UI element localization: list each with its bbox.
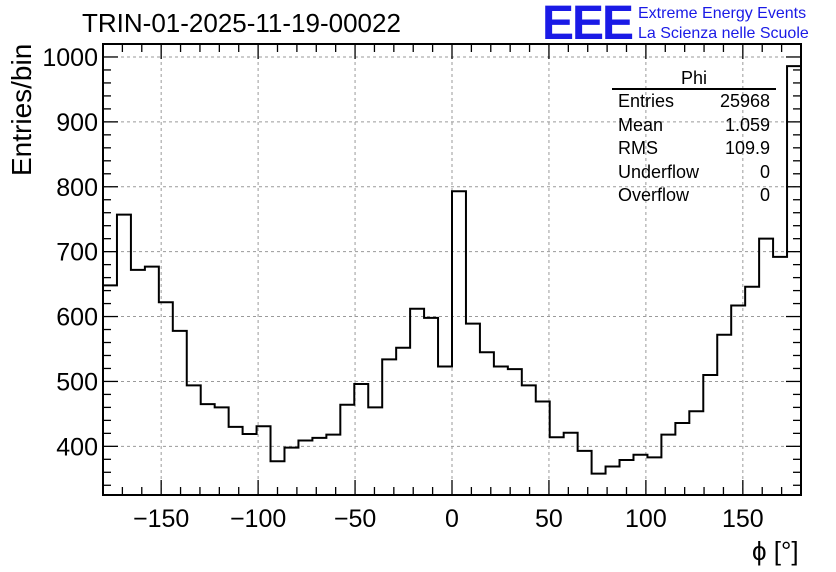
stats-value: 0: [759, 161, 770, 182]
logo-line-1: Extreme Energy Events: [638, 5, 807, 22]
stats-label: Overflow: [618, 185, 690, 205]
x-axis-label: ϕ [°]: [752, 536, 799, 566]
stats-value: 25968: [719, 91, 770, 111]
logo-line-2: La Scienza nelle Scuole: [638, 25, 809, 42]
stats-row-rms: RMS 109.9: [612, 137, 776, 161]
chart-title: TRIN-01-2025-11-19-00022: [82, 8, 401, 38]
eee-logo: EEE: [542, 0, 634, 50]
stats-row-overflow: Overflow 0: [612, 184, 776, 208]
stats-value: 0: [759, 185, 770, 205]
stats-value: 109.9: [724, 138, 770, 158]
stats-row-underflow: Underflow 0: [612, 161, 776, 185]
x-axis-ticks: −150 −100 −50 0 50 100 150: [102, 44, 802, 533]
y-tick-label: 700: [56, 239, 98, 267]
x-tick-label: 100: [625, 505, 667, 533]
stats-box: Phi Entries 25968 Mean 1.059 RMS 109.9 U…: [612, 68, 776, 208]
stats-label: Underflow: [618, 161, 700, 182]
stats-row-mean: Mean 1.059: [612, 114, 776, 138]
x-tick-label: −150: [133, 505, 189, 533]
stats-label: Entries: [618, 91, 675, 111]
stats-value: 1.059: [724, 114, 770, 135]
y-tick-label: 400: [56, 433, 98, 461]
y-tick-label: 800: [56, 174, 98, 202]
y-tick-label: 900: [56, 109, 98, 137]
stats-header: Phi: [612, 68, 776, 90]
stats-row-entries: Entries 25968: [612, 90, 776, 114]
stats-label: RMS: [618, 138, 658, 158]
x-tick-label: 0: [445, 505, 459, 533]
x-tick-label: 50: [535, 505, 563, 533]
y-tick-label: 500: [56, 368, 98, 396]
x-tick-label: 150: [722, 505, 764, 533]
y-tick-label: 1000: [42, 44, 98, 72]
y-axis-label: Entries/bin: [6, 43, 37, 176]
plot-frame: [102, 43, 802, 496]
x-tick-label: −50: [334, 505, 376, 533]
stats-label: Mean: [618, 114, 664, 135]
y-axis-ticks: 400 500 600 700 800 900 1000: [42, 43, 801, 486]
histogram-line: [103, 65, 801, 475]
y-tick-label: 600: [56, 304, 98, 332]
x-tick-label: −100: [230, 505, 286, 533]
